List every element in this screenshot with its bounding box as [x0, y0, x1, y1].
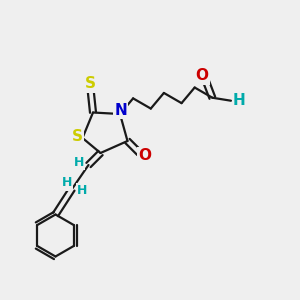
Text: H: H — [61, 176, 72, 190]
Text: S: S — [85, 76, 95, 92]
Text: O: O — [195, 68, 208, 83]
Text: N: N — [114, 103, 127, 118]
Text: S: S — [72, 129, 83, 144]
Text: H: H — [233, 93, 246, 108]
Text: H: H — [77, 184, 88, 197]
Text: H: H — [74, 155, 84, 169]
Text: O: O — [138, 148, 152, 163]
